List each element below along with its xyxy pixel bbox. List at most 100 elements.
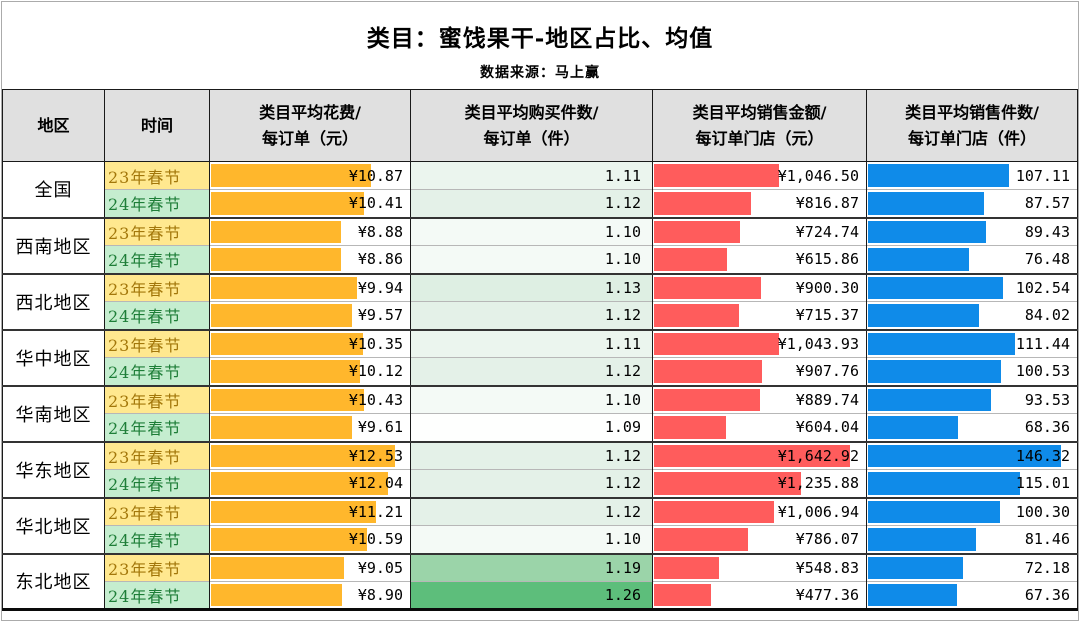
avg-amount-cell-bar: [654, 220, 741, 243]
avg-count-cell: 102.54: [866, 273, 1078, 302]
avg-amount-cell-bar: [654, 304, 740, 327]
avg-spend-cell: ¥12.04: [209, 469, 411, 498]
avg-count-cell: 68.36: [866, 413, 1078, 442]
avg-count-cell: 76.48: [866, 245, 1078, 274]
region-cell: 华东地区: [2, 441, 105, 498]
avg-spend-cell-bar: [211, 164, 371, 187]
avg-amount-cell: ¥907.76: [652, 357, 867, 386]
avg-qty-cell: 1.10: [410, 525, 653, 554]
avg-count-cell-value: 84.02: [1024, 306, 1070, 325]
avg-amount-cell: ¥816.87: [652, 189, 867, 218]
avg-amount-cell: ¥548.83: [652, 553, 867, 582]
region-cell: 西北地区: [2, 273, 105, 330]
data-table: 地区 时间 类目平均花费/每订单（元） 类目平均购买件数/每订单（件） 类目平均…: [2, 89, 1078, 611]
avg-spend-cell-value: ¥9.57: [357, 306, 403, 325]
avg-count-cell-value: 111.44: [1015, 334, 1070, 353]
avg-spend-cell: ¥10.12: [209, 357, 411, 386]
region-cell: 华北地区: [2, 497, 105, 554]
avg-spend-cell-bar: [211, 472, 388, 495]
avg-spend-cell-bar: [211, 444, 395, 467]
avg-spend-cell-bar: [211, 248, 342, 271]
table-row: 东北地区 23年春节 ¥9.05 1.19 ¥548.83 72.18: [2, 553, 1078, 610]
avg-spend-cell: ¥9.05: [209, 553, 411, 582]
avg-spend-cell: ¥12.53: [209, 441, 411, 470]
region-cell: 东北地区: [2, 553, 105, 610]
period-cell: 24年春节: [104, 301, 210, 330]
avg-count-cell-bar: [868, 444, 1062, 467]
avg-amount-cell-value: ¥889.74: [795, 390, 859, 409]
avg-qty-cell: 1.10: [410, 217, 653, 246]
chart-title: 类目：蜜饯果干-地区占比、均值: [366, 25, 714, 52]
table-row: 24年春节 ¥10.41 1.12 ¥816.87 87.57: [2, 189, 1078, 218]
avg-spend-cell: ¥8.90: [209, 581, 411, 610]
header-row: 地区 时间 类目平均花费/每订单（元） 类目平均购买件数/每订单（件） 类目平均…: [2, 89, 1078, 162]
avg-count-cell-bar: [868, 192, 984, 215]
avg-spend-cell-bar: [211, 584, 342, 606]
avg-count-cell: 115.01: [866, 469, 1078, 498]
avg-count-cell-value: 93.53: [1024, 390, 1070, 409]
avg-spend-cell: ¥10.41: [209, 189, 411, 218]
avg-amount-cell-bar: [654, 528, 748, 551]
col-header-avg-amount: 类目平均销售金额/每订单门店（元）: [652, 89, 867, 162]
table-row: 西北地区 23年春节 ¥9.94 1.13 ¥900.30 102.54: [2, 273, 1078, 330]
avg-count-cell: 81.46: [866, 525, 1078, 554]
avg-amount-cell-bar: [654, 164, 779, 187]
avg-count-cell-value: 81.46: [1024, 530, 1070, 549]
period-cell: 24年春节: [104, 357, 210, 386]
avg-qty-cell: 1.10: [410, 245, 653, 274]
col-header-region: 地区: [2, 89, 105, 162]
table-row: 华东地区 23年春节 ¥12.53 1.12 ¥1,642.92 146.32: [2, 441, 1078, 498]
col-header-avg-qty: 类目平均购买件数/每订单（件）: [410, 89, 653, 162]
avg-amount-cell: ¥889.74: [652, 385, 867, 414]
avg-count-cell-value: 87.57: [1024, 194, 1070, 213]
chart-subtitle: 数据来源：马上赢: [480, 65, 600, 81]
avg-spend-cell-bar: [211, 220, 342, 243]
avg-count-cell-value: 100.30: [1015, 502, 1070, 521]
avg-qty-cell: 1.19: [410, 553, 653, 582]
avg-amount-cell-bar: [654, 416, 727, 439]
table-row: 西南地区 23年春节 ¥8.88 1.10 ¥724.74 89.43: [2, 217, 1078, 274]
avg-spend-cell-value: ¥10.87: [348, 166, 403, 185]
avg-amount-cell: ¥715.37: [652, 301, 867, 330]
avg-spend-cell: ¥9.57: [209, 301, 411, 330]
avg-count-cell-value: 68.36: [1024, 418, 1070, 437]
avg-count-cell-bar: [868, 584, 957, 606]
avg-qty-cell: 1.11: [410, 329, 653, 358]
avg-amount-cell-value: ¥715.37: [795, 306, 859, 325]
avg-count-cell-bar: [868, 164, 1010, 187]
avg-count-cell: 111.44: [866, 329, 1078, 358]
table-row: 24年春节 ¥8.90 1.26 ¥477.36 67.36: [2, 581, 1078, 610]
avg-amount-cell: ¥786.07: [652, 525, 867, 554]
avg-count-cell-value: 89.43: [1024, 222, 1070, 241]
title-block: 类目：蜜饯果干-地区占比、均值 数据来源：马上赢: [2, 2, 1078, 89]
period-cell: 23年春节: [104, 385, 210, 414]
avg-spend-cell-value: ¥9.94: [357, 278, 403, 297]
avg-amount-cell-value: ¥477.36: [795, 586, 859, 604]
avg-qty-cell: 1.12: [410, 469, 653, 498]
table-row: 华中地区 23年春节 ¥10.35 1.11 ¥1,043.93 111.44: [2, 329, 1078, 386]
avg-count-cell-bar: [868, 360, 1001, 383]
col-header-avg-count: 类目平均销售件数/每订单门店（件）: [866, 89, 1078, 162]
avg-count-cell: 100.53: [866, 357, 1078, 386]
avg-amount-cell: ¥1,235.88: [652, 469, 867, 498]
avg-spend-cell-value: ¥9.05: [357, 558, 403, 577]
avg-amount-cell-value: ¥724.74: [795, 222, 859, 241]
period-cell: 23年春节: [104, 497, 210, 526]
table-row: 24年春节 ¥9.57 1.12 ¥715.37 84.02: [2, 301, 1078, 330]
avg-spend-cell-value: ¥8.86: [357, 250, 403, 269]
avg-spend-cell-value: ¥10.43: [348, 390, 403, 409]
avg-spend-cell: ¥8.88: [209, 217, 411, 246]
avg-amount-cell-bar: [654, 472, 802, 495]
avg-count-cell-value: 146.32: [1015, 446, 1070, 465]
avg-amount-cell-value: ¥615.86: [795, 250, 859, 269]
region-cell: 华中地区: [2, 329, 105, 386]
avg-spend-cell-value: ¥8.88: [357, 222, 403, 241]
avg-count-cell-bar: [868, 248, 969, 271]
avg-count-cell: 146.32: [866, 441, 1078, 470]
avg-count-cell-bar: [868, 528, 976, 551]
avg-count-cell: 100.30: [866, 497, 1078, 526]
avg-spend-cell-bar: [211, 388, 365, 411]
avg-spend-cell-bar: [211, 528, 367, 551]
avg-count-cell-bar: [868, 416, 959, 439]
